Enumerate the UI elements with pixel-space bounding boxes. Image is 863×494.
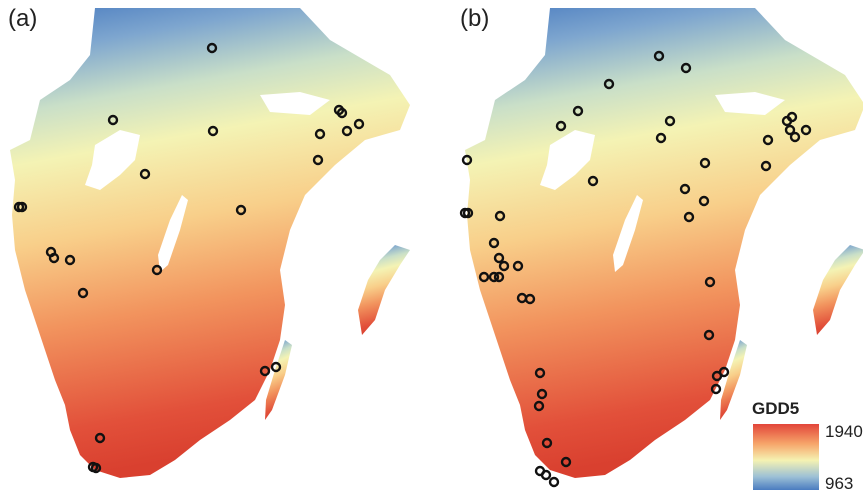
panel-label: (a): [8, 5, 37, 32]
legend-title: GDD5: [752, 399, 799, 418]
map-a: [10, 8, 410, 478]
figure: (a) (b): [0, 0, 863, 494]
color-bar: [753, 424, 819, 490]
legend-min: 963: [825, 474, 853, 493]
legend: GDD5 1940 963: [752, 399, 863, 493]
panel-label: (b): [460, 5, 489, 32]
map-b: [465, 8, 863, 478]
legend-max: 1940: [825, 422, 863, 441]
